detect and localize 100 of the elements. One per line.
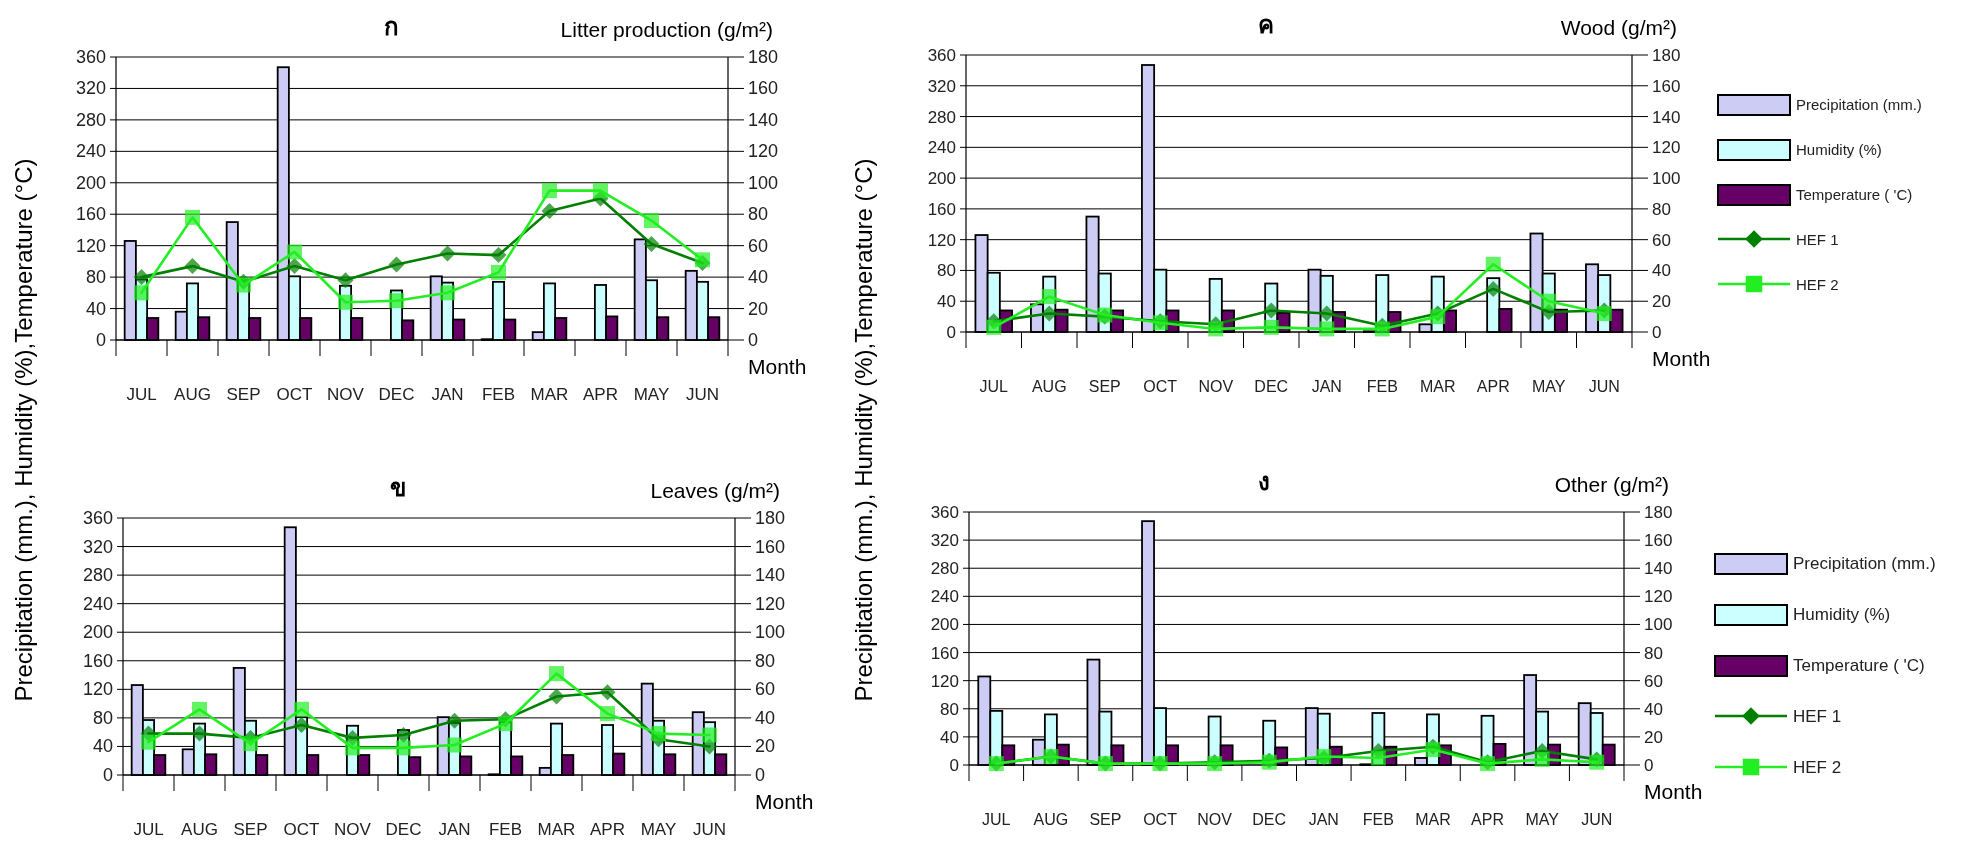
y-tick-label: 80 [937, 261, 956, 281]
x-tick-label: NOV [334, 820, 372, 839]
y2-tick-label: 0 [748, 330, 759, 350]
x-tick-label: NOV [1198, 378, 1234, 395]
chart-title: ก [383, 13, 399, 40]
y2-tick-label: 120 [748, 141, 779, 162]
x-tick-label: MAY [1532, 378, 1566, 395]
legend-label: Humidity (%) [1796, 141, 1882, 158]
y2-tick-label: 160 [748, 78, 779, 99]
x-tick-label: JAN [431, 385, 464, 404]
y-tick-label: 200 [75, 172, 106, 193]
y2-tick-label: 60 [1644, 671, 1663, 691]
y2-tick-label: 20 [755, 736, 776, 757]
y2-axis-title: Wood (g/m²) [1560, 16, 1677, 39]
x-tick-label: JUN [692, 820, 727, 839]
y2-tick-label: 80 [1652, 199, 1671, 219]
y2-tick-label: 60 [755, 679, 776, 700]
y2-tick-label: 60 [1652, 230, 1671, 250]
x-tick-label: MAR [537, 820, 576, 839]
chart-title: ง [1257, 468, 1270, 495]
y2-axis-title: Litter production (g/m²) [560, 18, 773, 41]
y2-tick-label: 40 [1652, 261, 1671, 281]
y-tick-label: 360 [927, 46, 956, 65]
y2-axis-title: Leaves (g/m²) [650, 479, 780, 502]
y-tick-label: 240 [927, 138, 956, 158]
y2-tick-label: 160 [755, 536, 786, 557]
y-tick-label: 160 [82, 650, 113, 671]
y-tick-label: 240 [75, 141, 106, 162]
x-tick-label: DEC [385, 820, 422, 839]
y-tick-label: 0 [946, 323, 956, 342]
y-tick-label: 0 [95, 330, 106, 350]
y-tick-label: 120 [82, 679, 113, 700]
x-tick-label: NOV [327, 385, 365, 404]
y-tick-label: 0 [949, 756, 959, 775]
x-tick-label: APR [1471, 811, 1504, 828]
y2-tick-label: 160 [1652, 76, 1681, 96]
x-tick-label: JUL [126, 385, 157, 404]
x-axis-title: Month [1644, 780, 1703, 803]
y-tick-label: 320 [75, 78, 106, 99]
y-tick-label: 120 [75, 235, 106, 256]
x-tick-label: DEC [378, 385, 415, 404]
y2-tick-label: 20 [1652, 292, 1671, 312]
y-tick-label: 240 [930, 587, 959, 607]
y-tick-label: 40 [92, 736, 113, 757]
y-axis-title: Precipitation (mm.), Humidity (%),Temperature (°C) [10, 158, 38, 702]
x-tick-label: SEP [226, 385, 261, 404]
y2-tick-label: 180 [1652, 46, 1681, 65]
legend-label: Temperature ( 'C) [1793, 656, 1925, 675]
x-tick-label: MAR [1419, 378, 1456, 395]
x-tick-label: FEB [481, 385, 516, 404]
y-tick-label: 120 [930, 671, 959, 691]
y-tick-label: 120 [927, 230, 956, 250]
x-tick-label: OCT [276, 385, 313, 404]
y-tick-label: 80 [85, 267, 106, 288]
x-tick-label: SEP [1089, 811, 1122, 828]
x-tick-label: OCT [283, 820, 320, 839]
y2-tick-label: 40 [755, 707, 776, 728]
x-tick-label: JUL [982, 811, 1011, 828]
y-tick-label: 280 [930, 559, 959, 579]
x-tick-label: SEP [1088, 378, 1121, 395]
y2-tick-label: 100 [1652, 169, 1681, 189]
y2-tick-label: 20 [748, 298, 769, 319]
x-tick-label: JUN [1588, 378, 1620, 395]
x-tick-label: JUN [685, 385, 720, 404]
chart-title: ข [390, 474, 407, 501]
legend-label: Humidity (%) [1793, 605, 1891, 624]
y2-tick-label: 140 [748, 109, 779, 130]
y-tick-label: 40 [85, 298, 106, 319]
y2-tick-label: 40 [1644, 699, 1663, 719]
y2-tick-label: 40 [748, 267, 769, 288]
legend-label: Precipitation (mm.) [1793, 554, 1936, 573]
y2-tick-label: 140 [1644, 559, 1673, 579]
y2-tick-label: 120 [1644, 587, 1673, 607]
x-tick-label: FEB [1366, 378, 1398, 395]
y-tick-label: 360 [930, 503, 959, 522]
x-tick-label: MAY [640, 820, 677, 839]
y2-tick-label: 80 [748, 204, 769, 225]
x-axis-title: Month [755, 790, 814, 813]
y-tick-label: 0 [102, 765, 113, 785]
legend-label: Temperature ( 'C) [1796, 186, 1913, 203]
legend-label: Precipitation (mm.) [1796, 96, 1922, 113]
legend-label: HEF 2 [1796, 276, 1839, 293]
y2-tick-label: 140 [1652, 107, 1681, 127]
x-tick-label: AUG [1033, 811, 1069, 828]
x-tick-label: MAR [530, 385, 569, 404]
y-tick-label: 160 [930, 643, 959, 663]
y2-axis-title: Other (g/m²) [1554, 473, 1669, 496]
y2-tick-label: 180 [748, 47, 779, 67]
x-axis-title: Month [748, 355, 807, 378]
y-tick-label: 40 [940, 727, 959, 747]
y-axis-title: Precipitation (mm.), Humidity (%),Temperature (°C) [850, 158, 878, 702]
y2-tick-label: 140 [755, 565, 786, 586]
x-tick-label: MAY [1525, 811, 1560, 828]
y-tick-label: 320 [927, 76, 956, 96]
y2-tick-label: 100 [748, 172, 779, 193]
x-tick-label: SEP [233, 820, 268, 839]
y2-tick-label: 60 [748, 235, 769, 256]
y2-tick-label: 180 [755, 508, 786, 528]
x-tick-label: AUG [174, 385, 211, 404]
y-tick-label: 320 [930, 531, 959, 551]
